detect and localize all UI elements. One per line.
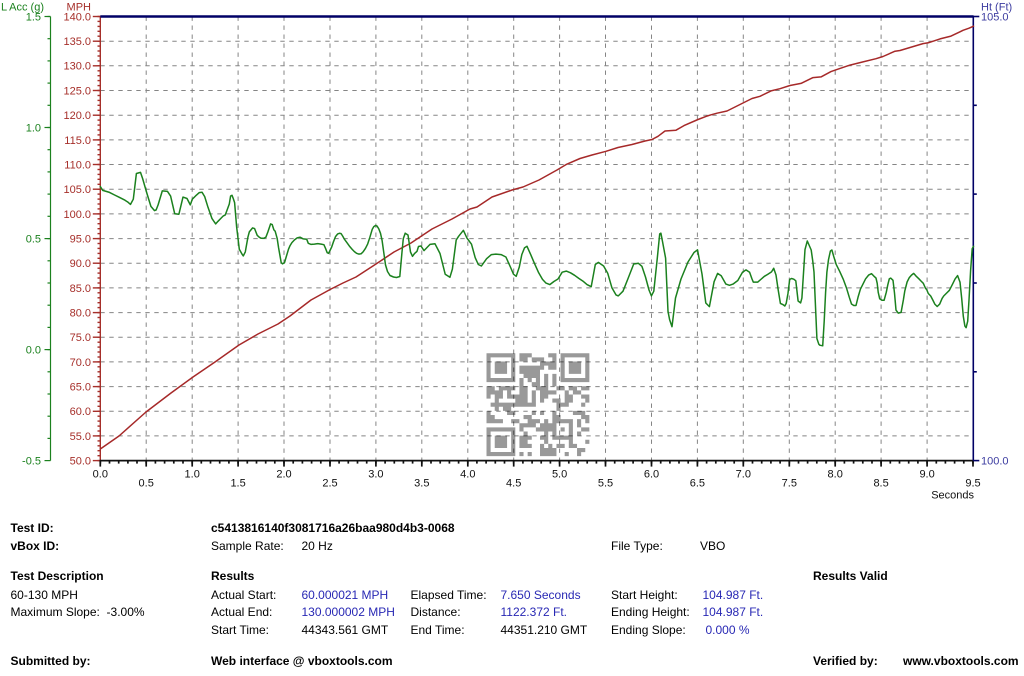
svg-text:7.0: 7.0 — [736, 469, 751, 481]
svg-text:75.0: 75.0 — [70, 332, 91, 344]
svg-text:120.0: 120.0 — [63, 110, 91, 122]
svg-text:100.0: 100.0 — [981, 456, 1009, 468]
svg-text:55.0: 55.0 — [70, 431, 91, 443]
svg-text:125.0: 125.0 — [63, 85, 91, 97]
svg-text:1.5: 1.5 — [26, 11, 41, 23]
svg-text:Seconds: Seconds — [931, 490, 974, 502]
svg-text:1.5: 1.5 — [230, 478, 245, 490]
svg-text:0.0: 0.0 — [26, 345, 41, 357]
svg-text:105.0: 105.0 — [981, 11, 1009, 23]
svg-text:85.0: 85.0 — [70, 283, 91, 295]
svg-text:70.0: 70.0 — [70, 357, 91, 369]
svg-text:2.0: 2.0 — [276, 469, 291, 481]
svg-text:0.0: 0.0 — [93, 469, 108, 481]
svg-text:3.5: 3.5 — [414, 478, 429, 490]
svg-text:4.0: 4.0 — [460, 469, 475, 481]
svg-text:135.0: 135.0 — [63, 36, 91, 48]
svg-text:5.5: 5.5 — [598, 478, 613, 490]
svg-text:95.0: 95.0 — [70, 234, 91, 246]
svg-text:100.0: 100.0 — [63, 209, 91, 221]
svg-text:80.0: 80.0 — [70, 308, 91, 320]
svg-text:1.0: 1.0 — [185, 469, 200, 481]
svg-text:65.0: 65.0 — [70, 382, 91, 394]
svg-text:6.5: 6.5 — [690, 478, 705, 490]
svg-text:3.0: 3.0 — [368, 469, 383, 481]
svg-text:110.0: 110.0 — [64, 159, 91, 171]
svg-text:2.5: 2.5 — [322, 478, 337, 490]
svg-text:9.0: 9.0 — [919, 469, 934, 481]
svg-text:L Acc (g): L Acc (g) — [1, 2, 44, 14]
svg-text:1.0: 1.0 — [26, 122, 41, 134]
svg-text:5.0: 5.0 — [552, 469, 567, 481]
svg-text:-0.5: -0.5 — [22, 456, 41, 468]
svg-text:60.0: 60.0 — [70, 406, 91, 418]
svg-text:130.0: 130.0 — [63, 61, 91, 73]
svg-text:7.5: 7.5 — [782, 478, 797, 490]
svg-text:50.0: 50.0 — [70, 456, 91, 468]
svg-text:140.0: 140.0 — [63, 11, 91, 23]
svg-text:90.0: 90.0 — [70, 258, 91, 270]
svg-text:Ht (Ft): Ht (Ft) — [981, 2, 1012, 14]
svg-text:8.5: 8.5 — [873, 478, 888, 490]
svg-text:0.5: 0.5 — [26, 234, 41, 246]
svg-text:105.0: 105.0 — [63, 184, 91, 196]
svg-text:4.5: 4.5 — [506, 478, 521, 490]
svg-text:6.0: 6.0 — [644, 469, 659, 481]
svg-text:9.5: 9.5 — [965, 478, 980, 490]
svg-text:115.0: 115.0 — [64, 135, 91, 147]
svg-text:8.0: 8.0 — [828, 469, 843, 481]
svg-text:0.5: 0.5 — [139, 478, 154, 490]
svg-text:MPH: MPH — [67, 2, 92, 14]
